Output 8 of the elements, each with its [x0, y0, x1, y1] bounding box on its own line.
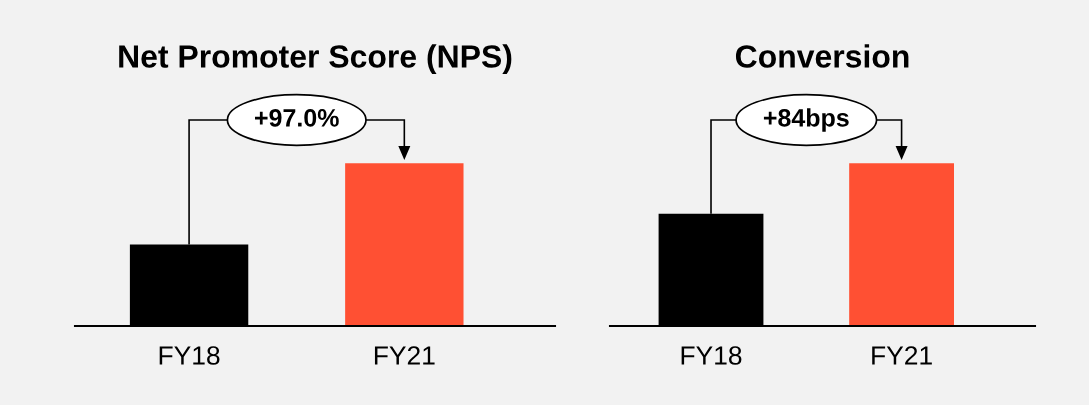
x-tick-label: FY21	[374, 346, 435, 365]
text: +84bps	[763, 108, 849, 132]
text: +97.0%	[255, 108, 339, 127]
x-tick-label: FY21	[872, 346, 932, 365]
x-tick-label: FY18	[681, 346, 742, 365]
x-tick-label: FY18	[159, 346, 220, 365]
chart-title: Conversion	[735, 44, 909, 68]
chart-title: Net Promoter Score (NPS)	[119, 44, 512, 75]
